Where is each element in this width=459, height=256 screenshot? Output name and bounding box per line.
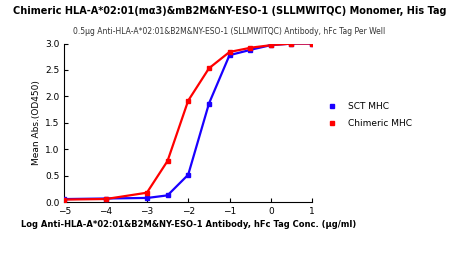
Text: Chimeric HLA-A*02:01(mα3)&mB2M&NY-ESO-1 (SLLMWITQC) Monomer, His Tag: Chimeric HLA-A*02:01(mα3)&mB2M&NY-ESO-1 … bbox=[13, 6, 446, 16]
SCT MHC bbox=[165, 194, 170, 197]
Y-axis label: Mean Abs.(OD450): Mean Abs.(OD450) bbox=[32, 80, 41, 165]
Chimeric MHC bbox=[227, 50, 232, 54]
SCT MHC bbox=[62, 198, 67, 201]
SCT MHC bbox=[247, 48, 253, 51]
Chimeric MHC bbox=[103, 198, 108, 201]
Chimeric MHC bbox=[144, 191, 150, 194]
SCT MHC bbox=[144, 196, 150, 199]
SCT MHC bbox=[206, 102, 212, 105]
Legend: SCT MHC, Chimeric MHC: SCT MHC, Chimeric MHC bbox=[322, 99, 414, 131]
Chimeric MHC bbox=[289, 42, 294, 45]
SCT MHC bbox=[227, 54, 232, 57]
SCT MHC bbox=[103, 197, 108, 200]
X-axis label: Log Anti-HLA-A*02:01&B2M&NY-ESO-1 Antibody, hFc Tag Conc. (µg/ml): Log Anti-HLA-A*02:01&B2M&NY-ESO-1 Antibo… bbox=[21, 220, 356, 229]
Chimeric MHC bbox=[309, 42, 315, 45]
Line: Chimeric MHC: Chimeric MHC bbox=[62, 41, 314, 202]
Chimeric MHC bbox=[206, 67, 212, 70]
Chimeric MHC bbox=[268, 44, 274, 47]
SCT MHC bbox=[185, 173, 191, 176]
Chimeric MHC bbox=[185, 99, 191, 102]
SCT MHC bbox=[268, 44, 274, 47]
Line: SCT MHC: SCT MHC bbox=[62, 41, 314, 201]
Chimeric MHC bbox=[247, 46, 253, 49]
Chimeric MHC bbox=[165, 159, 170, 163]
SCT MHC bbox=[289, 42, 294, 45]
Text: 0.5µg Anti-HLA-A*02:01&B2M&NY-ESO-1 (SLLMWITQC) Antibody, hFc Tag Per Well: 0.5µg Anti-HLA-A*02:01&B2M&NY-ESO-1 (SLL… bbox=[73, 27, 386, 36]
SCT MHC bbox=[309, 42, 315, 45]
Chimeric MHC bbox=[62, 198, 67, 201]
